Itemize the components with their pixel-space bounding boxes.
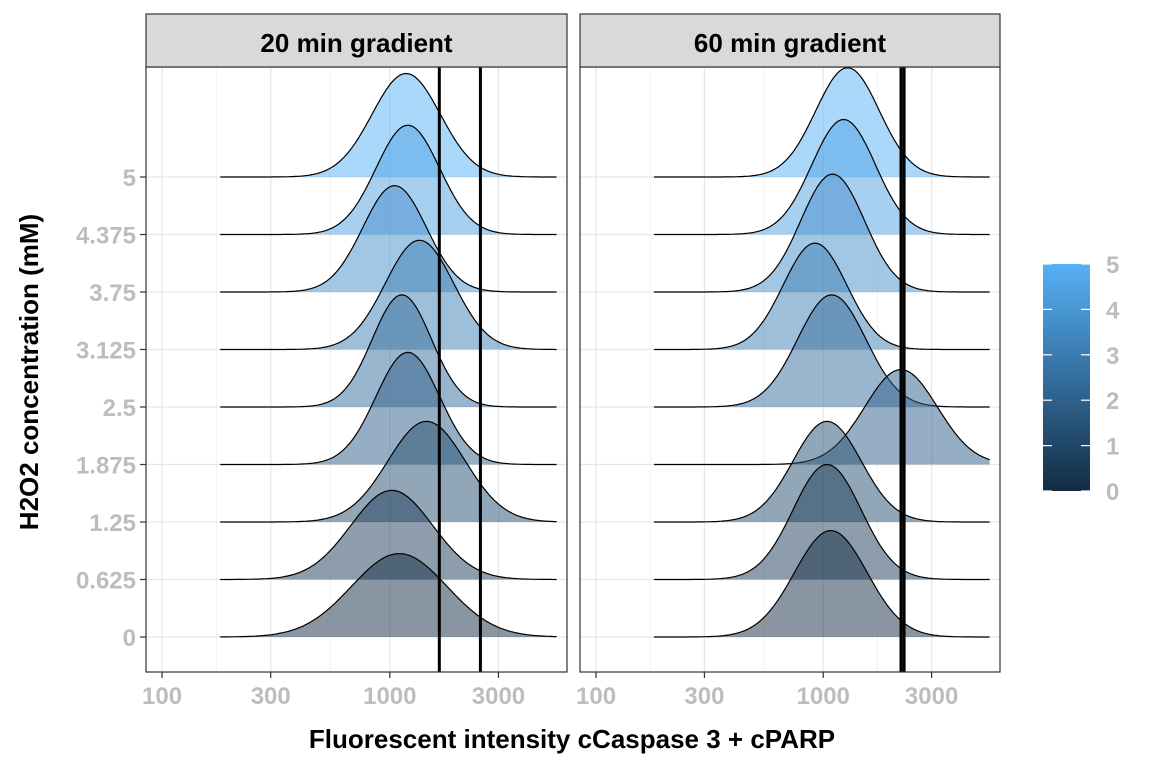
- strip-title: 60 min gradient: [694, 28, 886, 58]
- ridge-fill-0.625: [654, 464, 990, 580]
- ridge-fill-0.625: [220, 490, 557, 580]
- colorbar-label: 2: [1106, 388, 1119, 415]
- colorbar-label: 3: [1106, 343, 1119, 370]
- x-axis-title: Fluorescent intensity cCaspase 3 + cPARP: [309, 724, 835, 754]
- ridge-line-5: [654, 67, 990, 178]
- ridge-line-1.875: [220, 351, 557, 466]
- ridge-fill-3.125: [220, 240, 557, 350]
- ridge-fill-1.25: [220, 421, 557, 522]
- panel-1: 20 min gradient 100 300 1000 3000 0 0.625 1.25 1…: [76, 13, 568, 710]
- ridge-fill-2.5: [220, 294, 557, 407]
- ridge-fill-1.875: [220, 352, 557, 465]
- colorbar-label: 1: [1106, 434, 1119, 461]
- y-tick-label: 2.5: [103, 395, 136, 422]
- strip-background: [579, 13, 1001, 68]
- y-tick-label: 4.375: [76, 223, 136, 250]
- y-tick-label: 3.75: [89, 280, 136, 307]
- ridge-line-3.125: [654, 242, 990, 351]
- ridge-line-5: [220, 72, 557, 178]
- strip-background: [145, 13, 568, 68]
- colorbar: [1043, 264, 1090, 491]
- y-axis-title: H2O2 concentration (mM): [14, 214, 44, 530]
- ridge-fill-3.125: [654, 243, 990, 350]
- colorbar-legend: 0 1 2 3 4 5: [1043, 252, 1120, 506]
- colorbar-label: 4: [1106, 297, 1120, 324]
- x-tick-label: 1000: [797, 683, 850, 710]
- ridge-line-2.5: [220, 294, 557, 408]
- ridge-fill-4.375: [654, 119, 990, 235]
- ridge-fill-2.5: [654, 294, 990, 407]
- y-tick-label: 0: [123, 625, 136, 652]
- y-tick-label: 1.875: [76, 453, 136, 480]
- y-tick-label: 5: [123, 165, 136, 192]
- x-tick-label: 100: [576, 683, 616, 710]
- ridge-line-0: [220, 552, 557, 638]
- ridge-fill-5: [220, 73, 557, 177]
- ridge-line-1.25: [654, 420, 990, 523]
- ridge-fill-1.875: [654, 369, 990, 465]
- x-tick-label: 3000: [472, 683, 525, 710]
- ridge-line-0.625: [220, 489, 557, 581]
- ridge-line-0.625: [654, 464, 990, 581]
- x-tick-label: 3000: [905, 683, 958, 710]
- colorbar-label: 0: [1106, 479, 1119, 506]
- y-tick-label: 0.625: [76, 568, 136, 595]
- ridge-line-4.375: [654, 118, 990, 236]
- ridge-fill-5: [654, 67, 990, 177]
- ridge-fill-3.75: [654, 174, 990, 292]
- ridge-line-3.125: [220, 239, 557, 351]
- y-tick-label: 1.25: [89, 510, 136, 537]
- ridge-fill-0: [654, 530, 990, 637]
- y-tick-label: 3.125: [76, 338, 136, 365]
- ridge-line-3.75: [654, 173, 990, 293]
- ridge-line-0: [654, 529, 990, 638]
- x-tick-label: 100: [142, 683, 182, 710]
- ridge-fill-3.75: [220, 185, 557, 292]
- ridge-fill-4.375: [220, 125, 557, 235]
- strip-title: 20 min gradient: [260, 28, 452, 58]
- ridge-line-4.375: [220, 124, 557, 236]
- x-tick-label: 300: [251, 683, 291, 710]
- x-tick-label: 1000: [363, 683, 416, 710]
- ridge-fill-0: [220, 553, 557, 637]
- ridge-line-3.75: [220, 184, 557, 293]
- ridge-line-1.25: [220, 420, 557, 523]
- panel-2: 60 min gradient 100 300 1000 3000: [576, 13, 1001, 710]
- panels-layer: 20 min gradient 100 300 1000 3000 0 0.625 1.25 1…: [76, 13, 1001, 710]
- x-tick-label: 300: [684, 683, 724, 710]
- colorbar-label: 5: [1106, 252, 1119, 279]
